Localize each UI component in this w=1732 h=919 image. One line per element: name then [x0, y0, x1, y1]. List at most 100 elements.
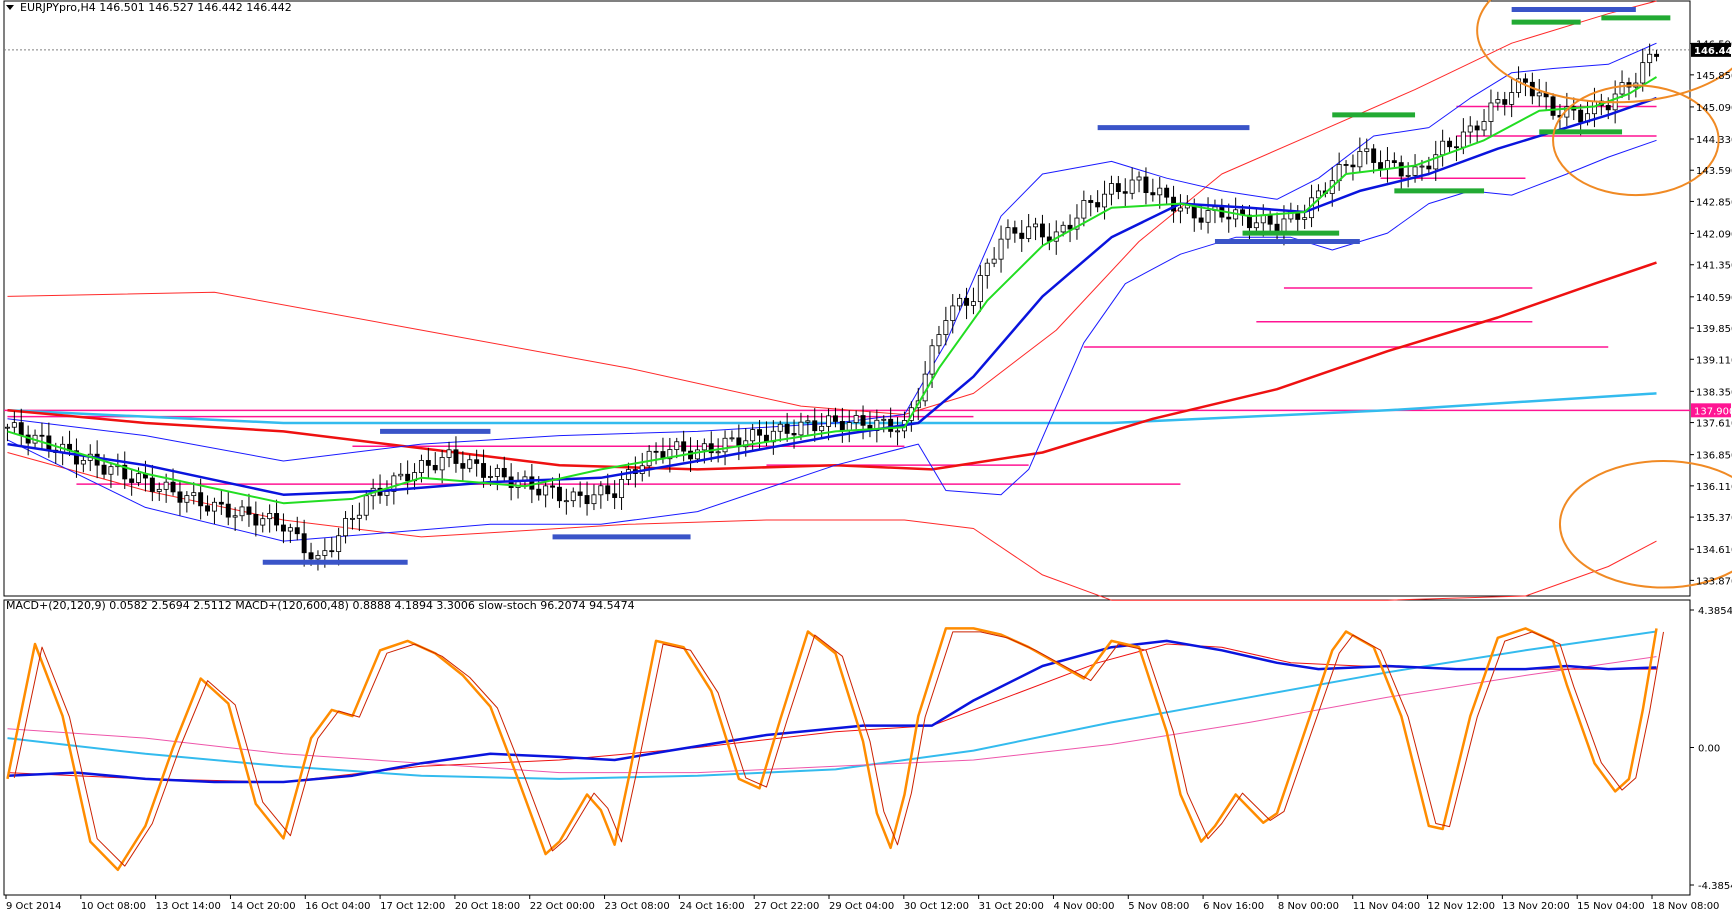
candle-body [205, 505, 211, 512]
envelope-lower-line [7, 452, 1657, 601]
candle-body [605, 485, 611, 495]
candle-body [198, 492, 204, 507]
time-tick-label: 6 Nov 16:00 [1203, 901, 1264, 912]
candle-body [184, 495, 190, 503]
time-tick-label: 24 Oct 16:00 [679, 901, 744, 912]
candle-body [591, 494, 597, 505]
candle-body [260, 518, 266, 526]
candle-body [225, 503, 231, 518]
price-panel-frame [3, 0, 1691, 597]
chart-title: EURJPYpro,H4 146.501 146.527 146.442 146… [20, 1, 292, 14]
time-tick-label: 17 Oct 12:00 [380, 901, 445, 912]
candle-body [405, 473, 411, 482]
price-tick-label: 142.090 [1696, 230, 1732, 241]
candle-body [1371, 148, 1377, 163]
candle-body [1412, 166, 1418, 176]
candle-body [108, 466, 114, 475]
candle-body [398, 473, 404, 477]
candle-body [453, 449, 459, 464]
candle-body [1495, 99, 1501, 104]
candle-body [688, 450, 694, 460]
candle-body [729, 437, 735, 440]
candle-body [570, 491, 576, 502]
candle-body [701, 443, 707, 451]
candle-body [1136, 176, 1142, 181]
candle-body [1074, 217, 1080, 230]
title-dropdown-icon[interactable] [6, 5, 14, 10]
candle-body [832, 415, 838, 422]
candle-body [1226, 216, 1232, 220]
price-tick-label: 133.870 [1696, 576, 1732, 587]
candle-body [356, 514, 362, 519]
time-tick-label: 29 Oct 04:00 [829, 901, 894, 912]
candle-body [777, 423, 783, 432]
price-tick-label: 145.090 [1696, 103, 1732, 114]
candle-body [1440, 140, 1446, 156]
time-tick-label: 8 Nov 00:00 [1278, 901, 1339, 912]
candle-body [1391, 160, 1397, 163]
candle-body [487, 476, 493, 478]
candle-body [315, 555, 321, 560]
candle-body [122, 464, 128, 480]
blue-moving-average [7, 96, 1657, 496]
candle-body [563, 500, 569, 503]
candle-body [1578, 109, 1584, 123]
time-tick-label: 22 Oct 00:00 [530, 901, 595, 912]
candle-body [1378, 162, 1384, 170]
candle-body [984, 262, 990, 276]
candle-body [950, 305, 956, 321]
candle-body [1384, 160, 1390, 170]
candle-body [1122, 191, 1128, 194]
candle-body [1267, 214, 1273, 225]
candle-body [4, 426, 10, 429]
candle-body [391, 475, 397, 492]
time-tick-label: 18 Nov 08:00 [1652, 901, 1719, 912]
candle-body [1026, 226, 1032, 239]
current-price-box [1691, 42, 1731, 57]
candle-body [481, 463, 487, 478]
candle-body [722, 437, 728, 453]
candle-body [129, 478, 135, 483]
envelope-upper-line [7, 0, 1657, 415]
current-price-label: 146.442 [1694, 46, 1732, 57]
candle-body [1426, 165, 1432, 170]
candle-body [812, 420, 818, 432]
candle-body [646, 450, 652, 467]
indicator-tick-label: 0.00 [1698, 744, 1720, 755]
candle-body [287, 527, 293, 532]
candle-body [439, 457, 445, 471]
candle-body [970, 301, 976, 306]
candle-body [860, 415, 866, 426]
candle-body [218, 501, 224, 505]
candle-body [80, 460, 86, 465]
candle-body [149, 477, 155, 492]
candle-body [432, 464, 438, 471]
candle-body [1502, 99, 1508, 105]
candle-body [1019, 232, 1025, 239]
indicator-tick-label: -4.3854 [1698, 881, 1732, 892]
price-tick-label: 139.110 [1696, 355, 1732, 366]
candle-body [253, 513, 259, 526]
candle-body [1481, 121, 1487, 131]
candle-body [1095, 202, 1101, 208]
candle-body [1447, 140, 1453, 148]
candle-body [674, 441, 680, 450]
candle-body [467, 459, 473, 469]
candle-body [1488, 102, 1494, 122]
time-tick-label: 27 Oct 22:00 [754, 901, 819, 912]
candle-body [1419, 165, 1425, 168]
candle-body [1060, 224, 1066, 233]
candle-body [943, 320, 949, 335]
time-tick-label: 10 Oct 08:00 [81, 901, 146, 912]
candle-body [446, 449, 452, 458]
price-tick-label: 134.610 [1696, 545, 1732, 556]
candle-body [1005, 227, 1011, 240]
candle-body [1102, 193, 1108, 208]
candle-body [805, 420, 811, 423]
candle-body [1640, 62, 1646, 84]
candle-body [715, 451, 721, 454]
candle-body [425, 460, 431, 466]
candle-body [460, 463, 466, 469]
candle-body [653, 450, 659, 453]
